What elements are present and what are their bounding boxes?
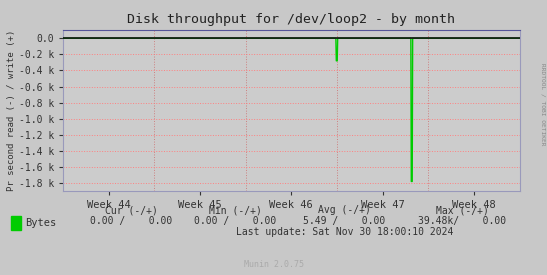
Title: Disk throughput for /dev/loop2 - by month: Disk throughput for /dev/loop2 - by mont… — [127, 13, 455, 26]
Text: Avg (-/+): Avg (-/+) — [318, 205, 371, 215]
Y-axis label: Pr second read (-) / write (+): Pr second read (-) / write (+) — [7, 30, 16, 191]
Text: 39.48k/    0.00: 39.48k/ 0.00 — [418, 216, 507, 226]
Text: Last update: Sat Nov 30 18:00:10 2024: Last update: Sat Nov 30 18:00:10 2024 — [236, 227, 453, 237]
Text: 0.00 /    0.00: 0.00 / 0.00 — [90, 216, 172, 226]
Text: Bytes: Bytes — [25, 218, 56, 228]
Text: Max (-/+): Max (-/+) — [436, 205, 488, 215]
Text: Min (-/+): Min (-/+) — [209, 205, 261, 215]
Text: Munin 2.0.75: Munin 2.0.75 — [243, 260, 304, 269]
Text: 0.00 /    0.00: 0.00 / 0.00 — [194, 216, 276, 226]
Text: RRDTOOL / TOBI OETIKER: RRDTOOL / TOBI OETIKER — [540, 63, 546, 146]
Text: Cur (-/+): Cur (-/+) — [105, 205, 158, 215]
Text: 5.49 /    0.00: 5.49 / 0.00 — [304, 216, 386, 226]
